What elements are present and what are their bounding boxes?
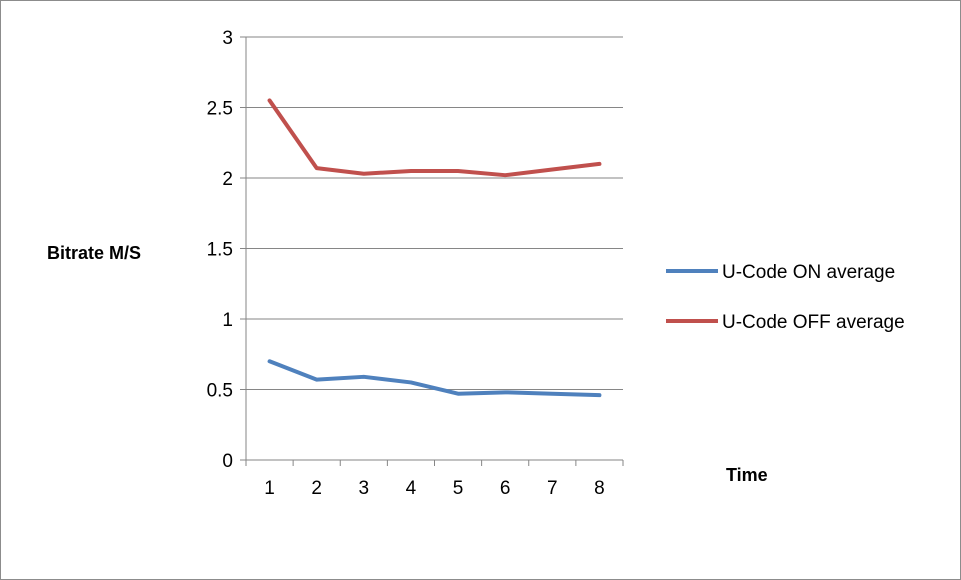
- series-line-2: [267, 98, 602, 178]
- x-tick-label: 5: [453, 478, 464, 499]
- y-axis-title: Bitrate M/S: [47, 243, 141, 263]
- x-tick-label: 8: [594, 478, 605, 499]
- grid-lines: [246, 36, 623, 390]
- x-tick-label: 2: [311, 478, 322, 499]
- x-tick-labels: 1 2 3 4 5 6 7 8: [264, 478, 604, 499]
- axes: [240, 36, 624, 466]
- y-tick-label: 1: [222, 310, 233, 331]
- y-tick-label: 3: [222, 28, 233, 49]
- series-lines: [267, 98, 602, 398]
- legend-label: U-Code ON average: [722, 262, 895, 283]
- y-tick-label: 2: [222, 169, 233, 190]
- x-tick-label: 6: [500, 478, 511, 499]
- x-tick-label: 7: [547, 478, 558, 499]
- y-tick-label: 2.5: [207, 99, 233, 120]
- x-axis-title: Time: [726, 465, 768, 485]
- legend-label: U-Code OFF average: [722, 312, 905, 333]
- series-line-1: [267, 359, 602, 398]
- y-tick-label: 0: [222, 451, 233, 472]
- legend: U-Code ON average U-Code OFF average: [666, 262, 905, 333]
- x-tick-label: 1: [264, 478, 275, 499]
- y-tick-labels: 0 0.5 1 1.5 2 2.5 3: [207, 28, 233, 472]
- x-tick-label: 4: [406, 478, 417, 499]
- y-tick-label: 0.5: [207, 381, 233, 402]
- x-tick-label: 3: [359, 478, 370, 499]
- y-tick-label: 1.5: [207, 240, 233, 261]
